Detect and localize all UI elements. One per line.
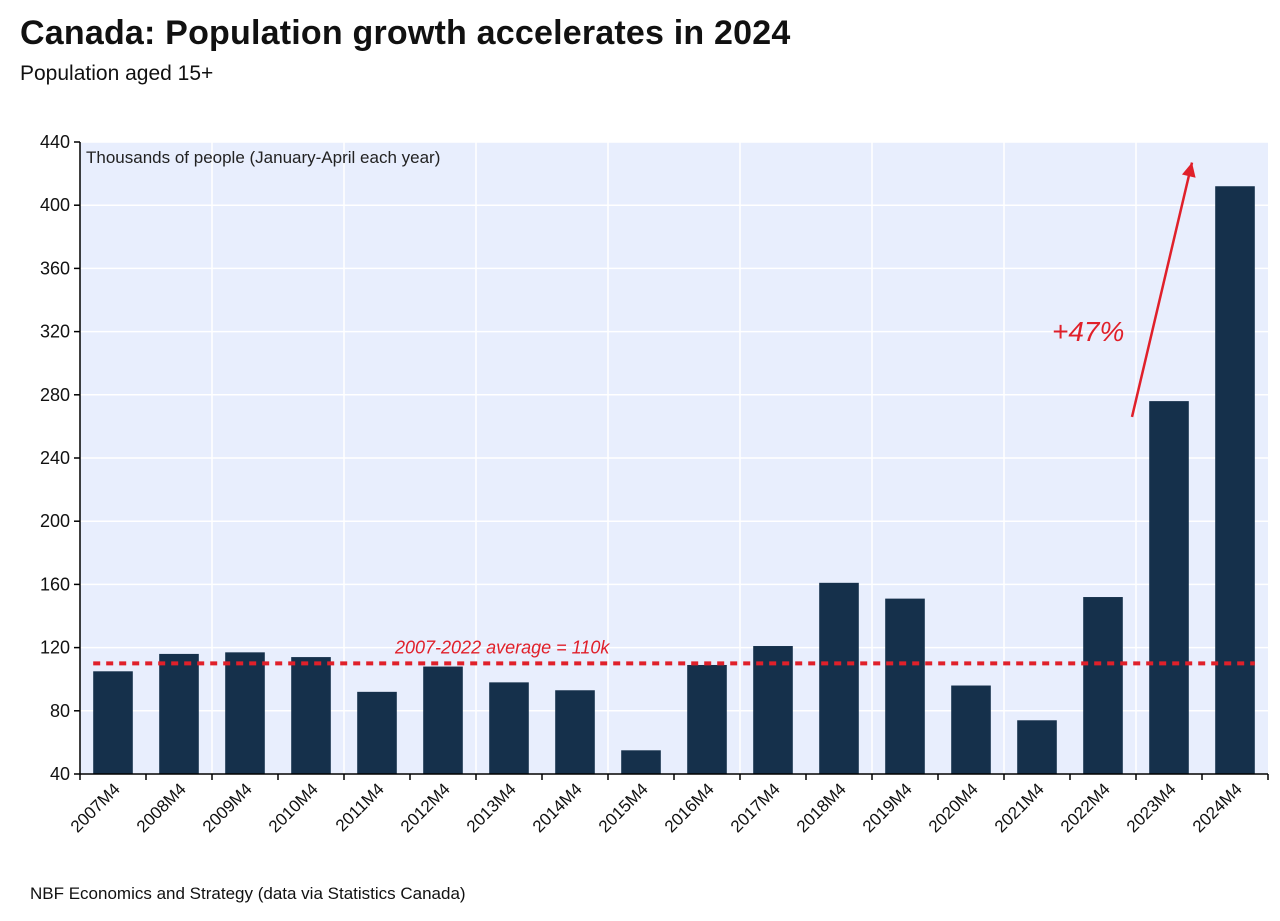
y-tick-label: 240 (40, 448, 70, 468)
x-tick-label: 2014M4 (529, 779, 586, 836)
x-tick-label: 2015M4 (595, 779, 652, 836)
x-tick-label: 2016M4 (661, 779, 718, 836)
bar (555, 690, 595, 774)
y-tick-label: 160 (40, 574, 70, 594)
bar (1017, 720, 1057, 774)
bar (753, 646, 793, 774)
y-tick-label: 400 (40, 195, 70, 215)
bar (1149, 401, 1189, 774)
growth-arrow-head (1181, 162, 1196, 178)
x-tick-label: 2018M4 (793, 779, 850, 836)
bar (225, 652, 265, 774)
x-tick-label: 2019M4 (859, 779, 916, 836)
bar (1083, 597, 1123, 774)
bar (159, 653, 199, 774)
bar (687, 664, 727, 774)
bar (819, 582, 859, 774)
x-tick-label: 2022M4 (1057, 779, 1114, 836)
bar (1215, 186, 1255, 775)
x-tick-label: 2009M4 (199, 779, 256, 836)
growth-arrow-line (1130, 162, 1194, 418)
chart-title: Canada: Population growth accelerates in… (20, 14, 791, 52)
bar (357, 691, 397, 774)
bar (291, 657, 331, 774)
growth-percent-label: +47% (1052, 316, 1124, 347)
x-tick-label: 2021M4 (991, 779, 1048, 836)
x-tick-label: 2017M4 (727, 779, 784, 836)
y-tick-label: 440 (40, 132, 70, 152)
bar (951, 685, 991, 774)
x-tick-label: 2007M4 (67, 779, 124, 836)
y-tick-label: 320 (40, 322, 70, 342)
y-tick-label: 80 (50, 701, 70, 721)
chart-subtitle: Population aged 15+ (20, 62, 214, 85)
unit-label: Thousands of people (January-April each … (86, 148, 440, 167)
x-tick-label: 2023M4 (1123, 779, 1180, 836)
x-tick-label: 2024M4 (1189, 779, 1246, 836)
y-tick-label: 200 (40, 511, 70, 531)
y-tick-label: 40 (50, 764, 70, 784)
y-tick-label: 360 (40, 258, 70, 278)
bar (621, 750, 661, 774)
x-tick-label: 2010M4 (265, 779, 322, 836)
y-tick-label: 120 (40, 638, 70, 658)
x-tick-label: 2020M4 (925, 779, 982, 836)
x-tick-label: 2012M4 (397, 779, 454, 836)
average-label: 2007-2022 average = 110k (394, 637, 610, 657)
x-tick-label: 2011M4 (332, 779, 388, 835)
bar (489, 682, 529, 774)
y-tick-label: 280 (40, 385, 70, 405)
x-tick-label: 2013M4 (463, 779, 520, 836)
source-note: NBF Economics and Strategy (data via Sta… (30, 884, 466, 903)
bar (93, 671, 133, 774)
bar (423, 666, 463, 774)
bar (885, 598, 925, 774)
x-tick-label: 2008M4 (133, 779, 190, 836)
